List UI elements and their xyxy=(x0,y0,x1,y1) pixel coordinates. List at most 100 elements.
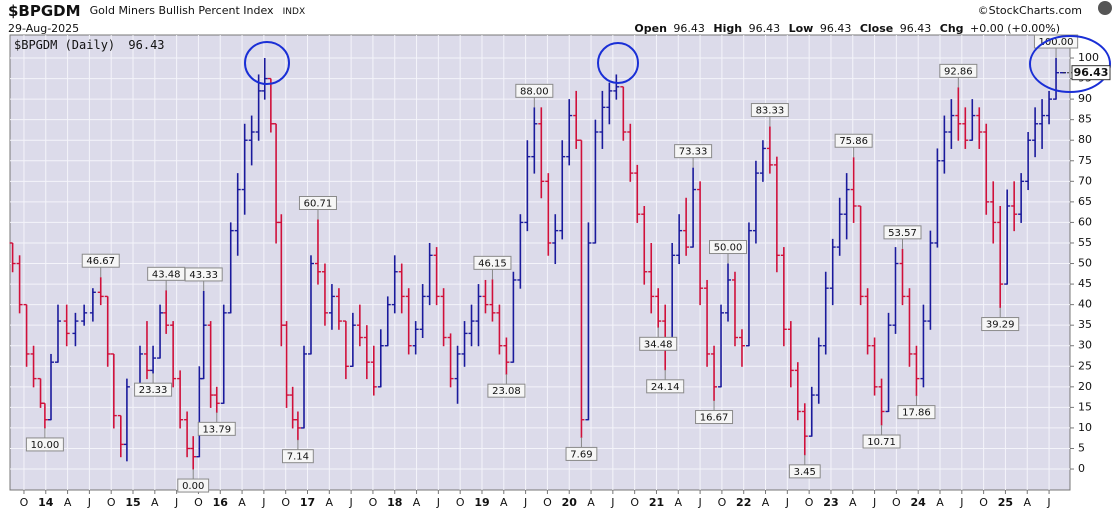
annotation-box xyxy=(147,266,186,281)
annotation-label: 10.00 xyxy=(31,440,60,451)
x-tick-label: J xyxy=(1046,496,1050,509)
annotation-label: 46.67 xyxy=(86,256,115,267)
annotation-label: 0.00 xyxy=(182,481,204,492)
x-tick-label: O xyxy=(456,496,465,509)
annotation-box xyxy=(674,144,713,159)
x-tick-label: 21 xyxy=(649,496,664,509)
settings-icon[interactable] xyxy=(1098,1,1112,15)
x-tick-label: O xyxy=(892,496,901,509)
annotation-box xyxy=(750,103,789,118)
y-tick-label: 80 xyxy=(1078,133,1092,146)
annotation-label: 100.00 xyxy=(1039,37,1074,48)
x-tick-label: J xyxy=(87,496,91,509)
x-tick-label: J xyxy=(261,496,265,509)
y-tick-label: 35 xyxy=(1078,318,1092,331)
x-tick-label: O xyxy=(718,496,727,509)
x-tick-label: 15 xyxy=(125,496,140,509)
y-tick-label: 5 xyxy=(1078,441,1085,454)
stat-label: Close xyxy=(860,22,893,35)
y-tick-label: 45 xyxy=(1078,277,1092,290)
x-tick-label: J xyxy=(348,496,352,509)
annotation-box xyxy=(184,267,223,282)
legend-value: 96.43 xyxy=(128,38,164,52)
annotation-label: 50.00 xyxy=(714,243,743,254)
y-tick-label: 0 xyxy=(1078,462,1085,475)
x-tick-label: O xyxy=(805,496,814,509)
header-title: $BPGDM Gold Miners Bullish Percent Index… xyxy=(8,1,305,20)
x-tick-label: O xyxy=(979,496,988,509)
x-tick-label: A xyxy=(936,496,944,509)
x-tick-label: O xyxy=(630,496,639,509)
y-tick-label: 60 xyxy=(1078,215,1092,228)
x-tick-label: A xyxy=(675,496,683,509)
x-tick-label: A xyxy=(64,496,72,509)
chart-title: $BPGDM xyxy=(8,2,81,20)
stat-label: Low xyxy=(789,22,814,35)
y-tick-label: 70 xyxy=(1078,174,1092,187)
stat-label: High xyxy=(713,22,742,35)
stat-value: 96.43 xyxy=(749,22,781,35)
x-tick-label: 23 xyxy=(823,496,838,509)
x-tick-label: A xyxy=(1023,496,1031,509)
highlight-circle xyxy=(244,41,290,85)
annotation-label: 10.71 xyxy=(867,437,896,448)
last-value-box xyxy=(1071,65,1111,81)
annotation-label: 16.67 xyxy=(700,413,729,424)
x-tick-label: A xyxy=(500,496,508,509)
annotation-label: 34.48 xyxy=(644,339,673,350)
plot-area xyxy=(9,34,1071,491)
annotation-box xyxy=(862,434,901,449)
annotation-box xyxy=(639,336,678,351)
annotation-label: 23.33 xyxy=(139,385,168,396)
annotation-label: 75.86 xyxy=(839,136,868,147)
annotation-box xyxy=(939,63,978,78)
annotation-box xyxy=(565,446,598,461)
x-tick-label: J xyxy=(523,496,527,509)
annotation-box xyxy=(134,382,173,397)
highlight-circle xyxy=(1029,35,1111,93)
annotation-label: 17.86 xyxy=(902,408,931,419)
x-tick-label: O xyxy=(107,496,116,509)
x-tick-label: O xyxy=(543,496,552,509)
x-tick-label: J xyxy=(785,496,789,509)
x-tick-label: O xyxy=(369,496,378,509)
y-tick-label: 90 xyxy=(1078,92,1092,105)
annotation-label: 43.33 xyxy=(189,270,218,281)
legend: $BPGDM (Daily) 96.43 xyxy=(14,38,165,52)
annotation-box xyxy=(177,478,210,493)
x-tick-label: 17 xyxy=(300,496,315,509)
annotation-label: 7.69 xyxy=(570,449,592,460)
x-tick-label: 24 xyxy=(911,496,927,509)
annotation-label: 92.86 xyxy=(944,66,973,77)
annotation-label: 53.57 xyxy=(888,228,917,239)
x-tick-label: 18 xyxy=(387,496,402,509)
x-tick-label: J xyxy=(872,496,876,509)
x-tick-label: 20 xyxy=(562,496,578,509)
annotation-box xyxy=(1033,34,1079,49)
annotation-box xyxy=(695,410,734,425)
chart-subtitle: Gold Miners Bullish Percent Index xyxy=(90,4,274,17)
y-tick-label: 85 xyxy=(1078,113,1092,126)
exchange: INDX xyxy=(283,7,305,17)
x-tick-label: A xyxy=(413,496,421,509)
y-tick-label: 25 xyxy=(1078,359,1092,372)
chart-date: 29-Aug-2025 xyxy=(8,22,79,35)
y-tick-label: 55 xyxy=(1078,236,1092,249)
y-tick-label: 15 xyxy=(1078,400,1092,413)
x-tick-label: J xyxy=(610,496,614,509)
annotation-box xyxy=(298,196,337,211)
legend-label: $BPGDM (Daily) xyxy=(14,38,115,52)
x-tick-label: A xyxy=(326,496,334,509)
last-value-label: 96.43 xyxy=(1074,66,1109,79)
x-tick-label: A xyxy=(238,496,246,509)
x-tick-label: A xyxy=(762,496,770,509)
annotation-box xyxy=(788,464,821,479)
x-tick-label: J xyxy=(436,496,440,509)
stat-label: Chg xyxy=(940,22,964,35)
stat-value: 96.43 xyxy=(900,22,932,35)
annotation-box xyxy=(709,240,748,255)
source: ©StockCharts.com xyxy=(978,4,1082,17)
x-tick-label: J xyxy=(174,496,178,509)
highlight-circle xyxy=(597,42,639,84)
